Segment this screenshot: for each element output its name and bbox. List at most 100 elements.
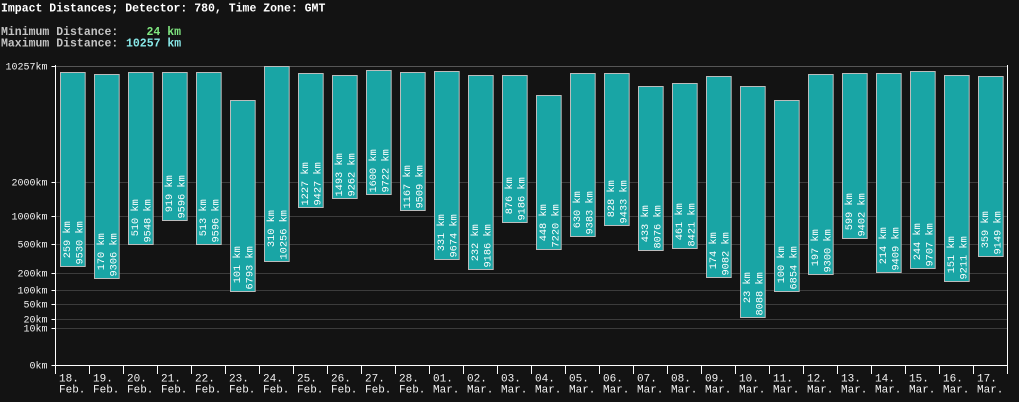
svg-text:13.: 13.: [841, 374, 861, 386]
svg-text:9433 km: 9433 km: [619, 180, 631, 223]
svg-text:Mar.: Mar.: [943, 385, 969, 397]
svg-text:8076 km: 8076 km: [653, 205, 665, 248]
svg-text:9722 km: 9722 km: [381, 149, 393, 192]
svg-text:Mar.: Mar.: [875, 385, 901, 397]
svg-text:Mar.: Mar.: [773, 385, 799, 397]
svg-text:Mar.: Mar.: [637, 385, 663, 397]
svg-text:Feb.: Feb.: [195, 385, 221, 397]
svg-text:Mar.: Mar.: [671, 385, 697, 397]
svg-text:630 km: 630 km: [572, 191, 584, 228]
svg-text:9306 km: 9306 km: [109, 233, 121, 276]
svg-text:9674 km: 9674 km: [449, 214, 461, 257]
svg-text:14.: 14.: [875, 374, 895, 386]
svg-text:244 km: 244 km: [912, 223, 924, 260]
svg-text:0km: 0km: [29, 361, 47, 373]
svg-text:Mar.: Mar.: [433, 385, 459, 397]
svg-text:26.: 26.: [331, 374, 351, 386]
svg-text:1167 km: 1167 km: [402, 165, 414, 208]
svg-text:331 km: 331 km: [436, 214, 448, 251]
svg-text:359 km: 359 km: [980, 211, 992, 248]
svg-text:28.: 28.: [399, 374, 419, 386]
svg-text:9402 km: 9402 km: [857, 193, 869, 236]
svg-text:Feb.: Feb.: [399, 385, 425, 397]
svg-text:Impact Distances; Detector: 78: Impact Distances; Detector: 780, Time Zo…: [1, 2, 325, 15]
svg-text:9383 km: 9383 km: [585, 191, 597, 234]
svg-text:214 km: 214 km: [878, 227, 890, 264]
svg-text:10256 km: 10256 km: [279, 210, 291, 259]
svg-text:9262 km: 9262 km: [347, 153, 359, 196]
svg-text:Mar.: Mar.: [909, 385, 935, 397]
svg-text:9596 km: 9596 km: [211, 199, 223, 242]
svg-text:23.: 23.: [229, 374, 249, 386]
svg-text:07.: 07.: [637, 374, 657, 386]
svg-text:8088 km: 8088 km: [755, 272, 767, 315]
svg-text:Feb.: Feb.: [229, 385, 255, 397]
svg-text:2000km: 2000km: [11, 178, 47, 190]
svg-text:08.: 08.: [671, 374, 691, 386]
svg-text:17.: 17.: [977, 374, 997, 386]
svg-text:101 km: 101 km: [232, 246, 244, 283]
svg-text:9548 km: 9548 km: [143, 199, 155, 242]
svg-text:200km: 200km: [17, 269, 47, 281]
svg-text:232 km: 232 km: [470, 224, 482, 261]
svg-text:24 km: 24 km: [147, 26, 182, 39]
svg-text:170 km: 170 km: [96, 233, 108, 270]
svg-text:24.: 24.: [263, 374, 283, 386]
svg-text:100 km: 100 km: [776, 246, 788, 283]
svg-text:Feb.: Feb.: [263, 385, 289, 397]
svg-text:10257km: 10257km: [5, 62, 47, 74]
svg-text:09.: 09.: [705, 374, 725, 386]
svg-text:259 km: 259 km: [62, 221, 74, 258]
svg-text:Mar.: Mar.: [739, 385, 765, 397]
svg-text:9300 km: 9300 km: [823, 229, 835, 272]
svg-text:Mar.: Mar.: [841, 385, 867, 397]
svg-text:9427 km: 9427 km: [313, 162, 325, 205]
svg-text:100km: 100km: [17, 286, 47, 298]
svg-text:513 km: 513 km: [198, 199, 210, 236]
svg-text:7220 km: 7220 km: [551, 204, 563, 247]
svg-text:9211 km: 9211 km: [959, 236, 971, 279]
svg-text:828 km: 828 km: [606, 180, 618, 217]
svg-text:9149 km: 9149 km: [993, 211, 1005, 254]
svg-text:16.: 16.: [943, 374, 963, 386]
svg-text:310 km: 310 km: [266, 210, 278, 247]
svg-text:6793 km: 6793 km: [245, 246, 257, 289]
svg-text:05.: 05.: [569, 374, 589, 386]
svg-text:197 km: 197 km: [810, 229, 822, 266]
svg-text:9596 km: 9596 km: [177, 175, 189, 218]
svg-text:19.: 19.: [93, 374, 113, 386]
svg-text:Mar.: Mar.: [807, 385, 833, 397]
svg-text:27.: 27.: [365, 374, 385, 386]
svg-text:Feb.: Feb.: [127, 385, 153, 397]
svg-text:21.: 21.: [161, 374, 181, 386]
svg-text:448 km: 448 km: [538, 204, 550, 241]
svg-text:Mar.: Mar.: [603, 385, 629, 397]
svg-text:500km: 500km: [17, 240, 47, 252]
svg-text:04.: 04.: [535, 374, 555, 386]
svg-text:876 km: 876 km: [504, 177, 516, 214]
svg-text:Feb.: Feb.: [59, 385, 85, 397]
svg-text:18.: 18.: [59, 374, 79, 386]
svg-text:1600 km: 1600 km: [368, 149, 380, 192]
svg-text:Feb.: Feb.: [161, 385, 187, 397]
svg-text:Minimum Distance:: Minimum Distance:: [1, 26, 118, 39]
svg-text:10.: 10.: [739, 374, 759, 386]
svg-text:9186 km: 9186 km: [483, 224, 495, 267]
svg-text:Maximum Distance:: Maximum Distance:: [1, 38, 118, 51]
svg-text:599 km: 599 km: [844, 193, 856, 230]
svg-text:20km: 20km: [23, 315, 47, 327]
svg-text:25.: 25.: [297, 374, 317, 386]
svg-text:8421 km: 8421 km: [687, 203, 699, 246]
svg-text:Mar.: Mar.: [569, 385, 595, 397]
svg-text:6854 km: 6854 km: [789, 246, 801, 289]
svg-text:Feb.: Feb.: [331, 385, 357, 397]
svg-text:Mar.: Mar.: [467, 385, 493, 397]
svg-text:1493 km: 1493 km: [334, 153, 346, 196]
svg-text:20.: 20.: [127, 374, 147, 386]
svg-text:03.: 03.: [501, 374, 521, 386]
svg-text:433 km: 433 km: [640, 205, 652, 242]
svg-text:510 km: 510 km: [130, 199, 142, 236]
svg-text:1000km: 1000km: [11, 212, 47, 224]
svg-text:Feb.: Feb.: [297, 385, 323, 397]
svg-text:9082 km: 9082 km: [721, 232, 733, 275]
